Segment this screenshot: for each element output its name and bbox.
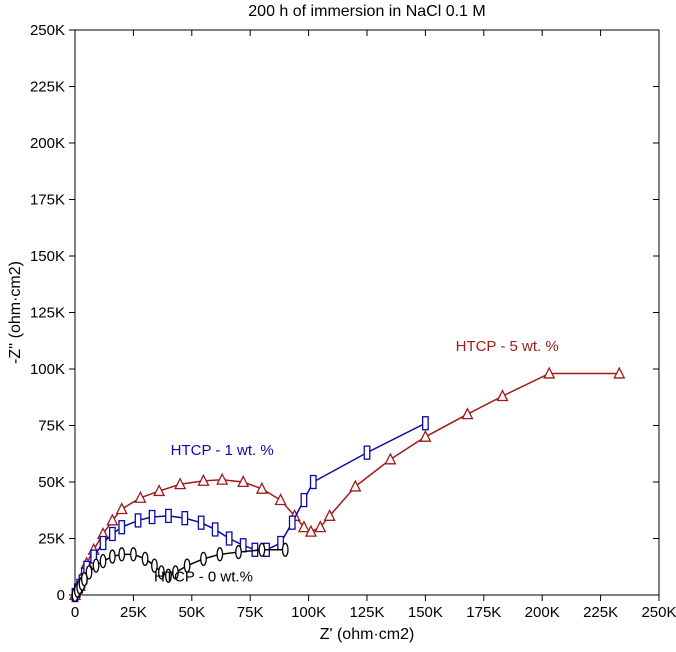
marker-ellipse xyxy=(236,546,242,559)
marker-triangle xyxy=(385,454,395,464)
marker-ellipse xyxy=(100,555,106,568)
marker-ellipse xyxy=(259,543,265,556)
y-tick-label: 125K xyxy=(30,305,65,322)
y-tick-label: 100K xyxy=(30,361,65,378)
marker-square xyxy=(135,514,141,527)
marker-triangle xyxy=(217,474,227,484)
marker-ellipse xyxy=(119,548,125,561)
y-tick-label: 200K xyxy=(30,135,65,152)
marker-triangle xyxy=(462,409,472,419)
y-tick-label: 150K xyxy=(30,248,65,265)
marker-square xyxy=(198,516,204,529)
marker-ellipse xyxy=(217,548,223,561)
marker-square xyxy=(226,532,232,545)
marker-square xyxy=(289,516,295,529)
series-label: HTCP - 0 wt.% xyxy=(154,568,253,585)
x-tick-label: 125K xyxy=(349,604,384,621)
y-tick-label: 175K xyxy=(30,192,65,209)
marker-square xyxy=(212,523,218,536)
x-tick-label: 175K xyxy=(466,604,501,621)
y-tick-label: 250K xyxy=(30,22,65,39)
y-axis-label: -Z'' (ohm·cm2) xyxy=(7,261,24,364)
marker-square xyxy=(149,511,155,524)
series-label: HTCP - 1 wt. % xyxy=(171,442,274,459)
plot-frame xyxy=(75,30,659,595)
x-tick-label: 0 xyxy=(71,604,79,621)
marker-ellipse xyxy=(201,552,207,565)
marker-square xyxy=(110,527,116,540)
x-tick-label: 50K xyxy=(178,604,205,621)
marker-triangle xyxy=(350,481,360,491)
nyquist-chart: 200 h of immersion in NaCl 0.1 M 0 25K 50K 7… xyxy=(0,0,676,652)
marker-ellipse xyxy=(282,543,288,556)
marker-square xyxy=(182,512,188,525)
x-tick-label: 150K xyxy=(408,604,443,621)
marker-square xyxy=(166,509,172,522)
marker-ellipse xyxy=(86,566,92,579)
marker-ellipse xyxy=(142,552,148,565)
marker-ellipse xyxy=(110,550,116,563)
y-tick-label: 225K xyxy=(30,79,65,96)
x-tick-label: 25K xyxy=(120,604,147,621)
marker-triangle xyxy=(117,504,127,514)
marker-triangle xyxy=(497,391,507,401)
chart-svg: 200 h of immersion in NaCl 0.1 M 0 25K 50K 7… xyxy=(0,0,676,652)
marker-square xyxy=(100,537,106,550)
x-axis-label: Z' (ohm·cm2) xyxy=(320,626,415,643)
marker-square xyxy=(311,476,317,489)
marker-triangle xyxy=(276,495,286,505)
marker-square xyxy=(301,494,307,507)
x-tick-label: 250K xyxy=(641,604,676,621)
marker-square xyxy=(364,446,370,459)
x-tick-label: 200K xyxy=(525,604,560,621)
marker-ellipse xyxy=(131,548,137,561)
x-tick-label: 75K xyxy=(237,604,264,621)
x-tick-label: 100K xyxy=(291,604,326,621)
marker-triangle xyxy=(420,431,430,441)
y-tick-label: 25K xyxy=(38,531,65,548)
x-tick-label: 225K xyxy=(583,604,618,621)
y-tick-label: 75K xyxy=(38,418,65,435)
y-tick-label: 0 xyxy=(57,587,65,604)
series-label: HTCP - 5 wt. % xyxy=(456,338,559,355)
chart-title: 200 h of immersion in NaCl 0.1 M xyxy=(248,3,485,20)
marker-square xyxy=(119,521,125,534)
y-tick-label: 50K xyxy=(38,474,65,491)
marker-square xyxy=(423,417,429,430)
marker-ellipse xyxy=(93,559,99,572)
